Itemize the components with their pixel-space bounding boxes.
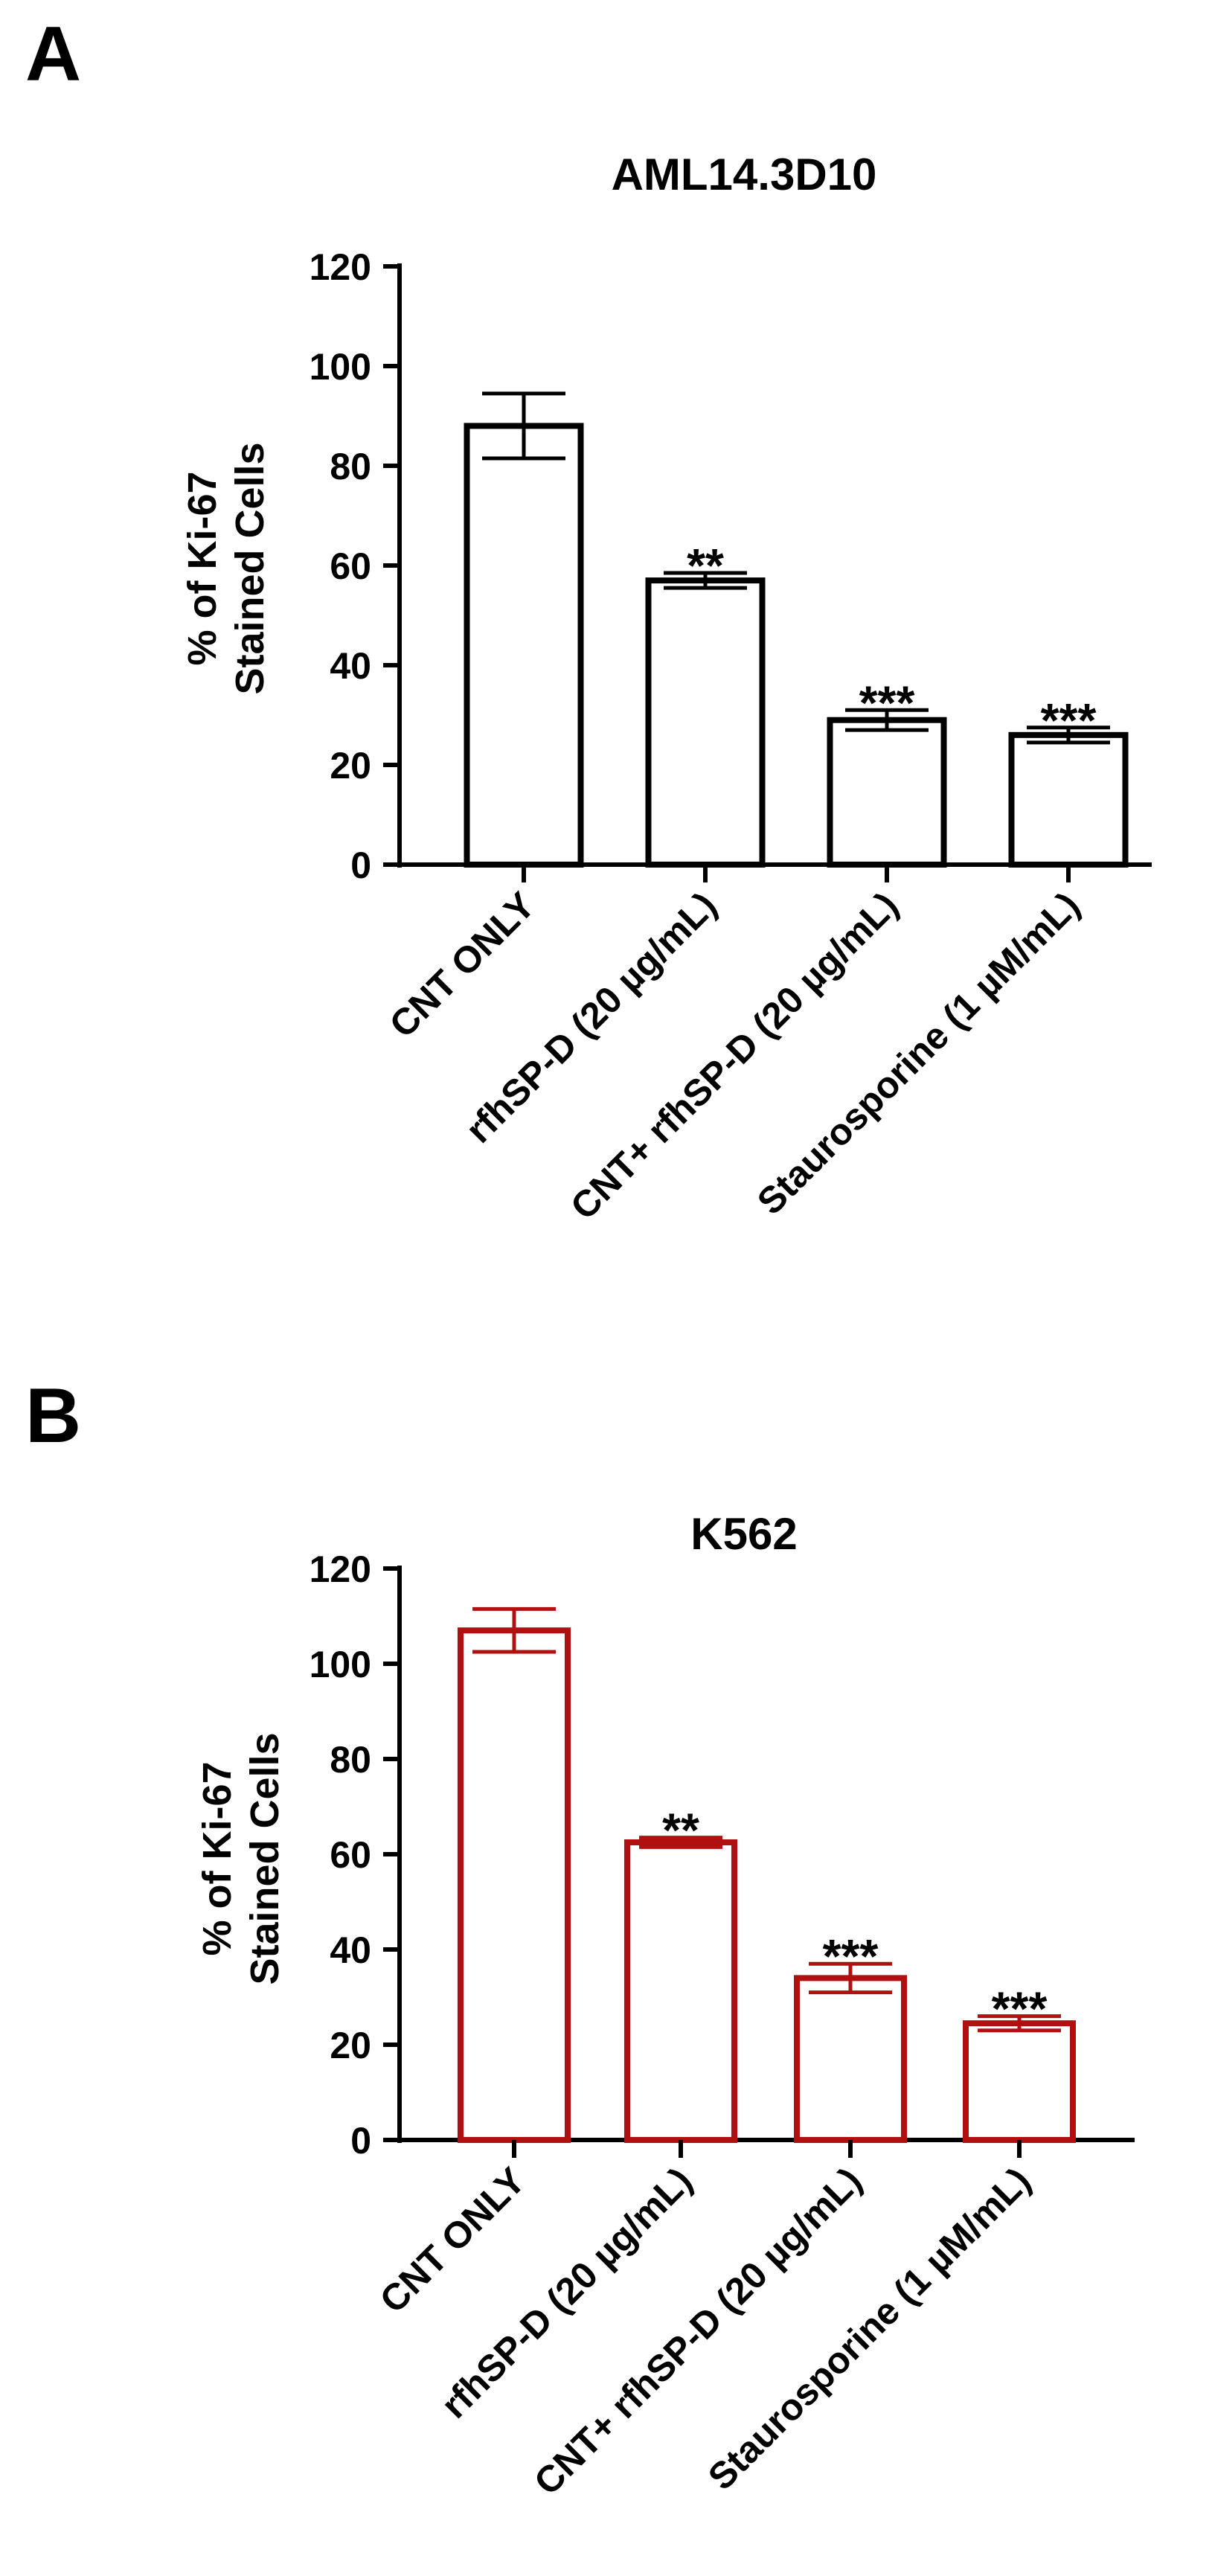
bar xyxy=(1008,731,1129,868)
bar xyxy=(645,577,766,868)
y-tick-label: 80 xyxy=(330,1739,371,1781)
y-axis-label-line: % of Ki-67 xyxy=(195,1761,240,1955)
chart-title: AML14.3D10 xyxy=(612,150,877,199)
panel-b: B K562 % of Ki-67Stained Cells 0 20 40 60 80 100… xyxy=(25,1373,1135,2503)
y-axis-label-line: % of Ki-67 xyxy=(180,471,225,665)
significance-label: *** xyxy=(823,1929,879,1983)
x-tick-label: CNT+ rfhSP-D (20 µg/mL) xyxy=(526,2159,870,2503)
bar xyxy=(624,1839,737,2143)
y-tick-label: 0 xyxy=(350,2120,371,2162)
y-tick-label: 40 xyxy=(330,645,371,687)
y-tick-label: 20 xyxy=(330,745,371,786)
panel-letter: B xyxy=(25,1373,81,1459)
panel-letter: A xyxy=(25,11,81,97)
y-tick-label: 100 xyxy=(310,1644,371,1685)
chart-title: K562 xyxy=(690,1509,797,1559)
x-tick-label: Staurosporine (1 µM/mL) xyxy=(749,884,1088,1223)
significance-label: *** xyxy=(992,1982,1048,2036)
y-axis-label: % of Ki-67Stained Cells xyxy=(195,1732,287,1984)
x-tick-label: CNT+ rfhSP-D (20 µg/mL) xyxy=(562,884,906,1228)
x-tick-label: CNT ONLY xyxy=(382,884,543,1045)
significance-label: ** xyxy=(662,1804,699,1857)
y-axis-label: % of Ki-67Stained Cells xyxy=(180,442,272,694)
y-axis-label-line: Stained Cells xyxy=(243,1732,287,1984)
x-tick-label: Staurosporine (1 µM/mL) xyxy=(700,2159,1039,2498)
significance-label: ** xyxy=(687,539,724,592)
y-axis-label-line: Stained Cells xyxy=(228,442,272,694)
bar xyxy=(794,1975,907,2143)
y-tick-label: 80 xyxy=(330,446,371,487)
significance-label: *** xyxy=(1041,693,1097,747)
y-tick-label: 0 xyxy=(350,845,371,886)
bar xyxy=(464,423,584,868)
panel-a: A AML14.3D10 % of Ki-67Stained Cells 0 20 40 6… xyxy=(25,11,1152,1228)
y-tick-label: 40 xyxy=(330,1929,371,1971)
y-tick-label: 120 xyxy=(310,1548,371,1590)
bar xyxy=(458,1627,571,2143)
y-tick-label: 60 xyxy=(330,545,371,587)
y-tick-label: 60 xyxy=(330,1834,371,1876)
x-tick-label: CNT ONLY xyxy=(372,2159,533,2321)
y-tick-label: 20 xyxy=(330,2025,371,2066)
bar xyxy=(963,2020,1076,2143)
bar xyxy=(827,717,947,868)
significance-label: *** xyxy=(859,676,915,729)
y-tick-label: 120 xyxy=(310,246,371,288)
y-tick-label: 100 xyxy=(310,346,371,388)
